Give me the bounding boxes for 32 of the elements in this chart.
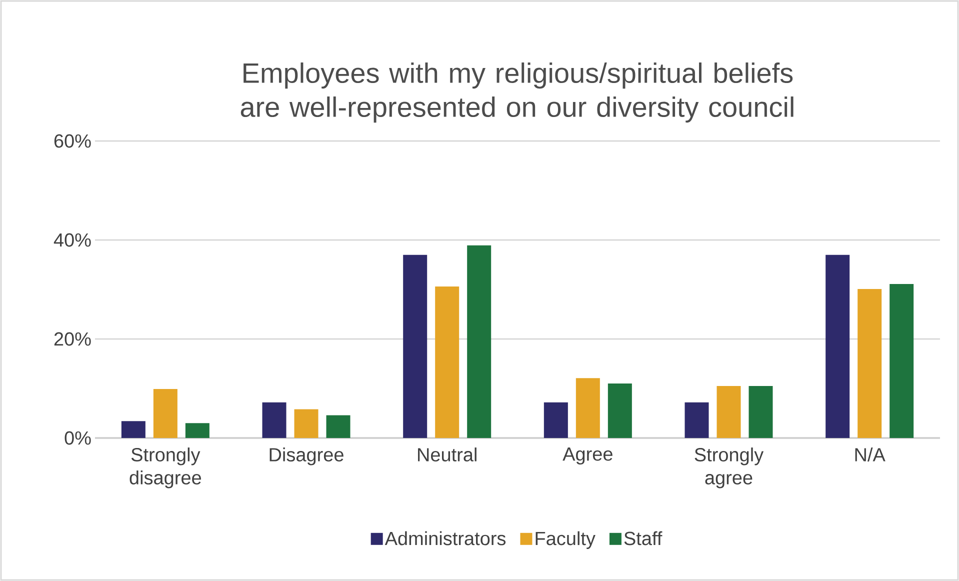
x-tick-label: Disagree — [270, 448, 344, 466]
x-tick-label: Agree — [562, 448, 612, 465]
legend-label: Administrators — [384, 531, 506, 546]
y-tick-label: 40% — [54, 233, 91, 247]
chart-title: Employees with my religious/spiritual beliefs are well-represented on our diversity council — [240, 62, 794, 123]
bar — [576, 378, 600, 438]
bar — [826, 254, 850, 438]
bar — [858, 288, 882, 438]
bar — [684, 402, 709, 438]
legend-label: Staff — [624, 531, 662, 546]
bar — [435, 286, 460, 438]
x-tick-label: N/A — [855, 448, 886, 462]
y-tick-label: 0% — [64, 431, 91, 445]
bar — [890, 284, 914, 438]
bar — [294, 409, 318, 438]
bar — [326, 415, 350, 438]
bar — [716, 386, 741, 438]
y-tick-label: 20% — [54, 332, 91, 346]
bar — [467, 245, 492, 438]
bar — [403, 254, 428, 438]
bar — [153, 388, 178, 438]
y-tick-label: 60% — [54, 134, 91, 148]
legend-label: Faculty — [536, 531, 596, 549]
bar — [121, 421, 146, 438]
bar — [544, 402, 568, 438]
bar — [262, 402, 286, 438]
bar — [748, 386, 773, 438]
x-tick-label: Neutral — [418, 448, 476, 462]
x-tick-label: Strongly agree — [694, 448, 764, 488]
bar — [185, 423, 210, 438]
x-tick-label: Strongly disagree — [130, 448, 202, 488]
bar — [608, 384, 632, 438]
